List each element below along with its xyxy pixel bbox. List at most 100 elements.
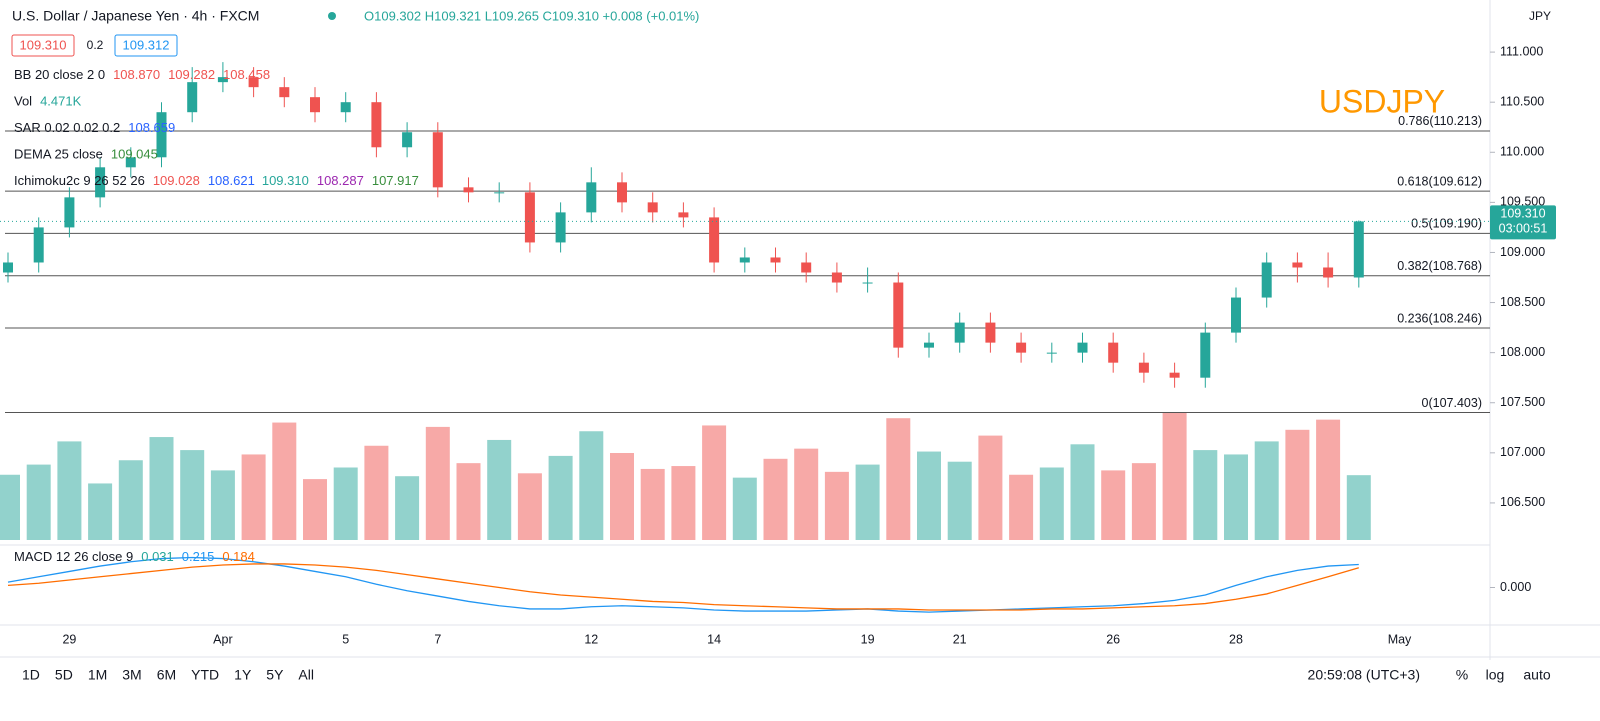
volume-bar bbox=[241, 454, 266, 540]
macd-value: 0.215 bbox=[182, 549, 215, 564]
volume-bar bbox=[456, 463, 481, 540]
ask-box[interactable] bbox=[114, 34, 178, 57]
candle-body bbox=[1169, 372, 1180, 378]
macd-value: 0.031 bbox=[141, 549, 174, 564]
range-button[interactable]: 5Y bbox=[266, 667, 284, 683]
indicator-name: Ichimoku2c 9 26 52 26 bbox=[14, 173, 145, 188]
volume-bar bbox=[794, 448, 819, 540]
x-tick-label: 29 bbox=[62, 632, 76, 646]
candle-body bbox=[33, 227, 44, 263]
x-tick-label: May bbox=[1388, 632, 1412, 646]
indicator-value: 109.028 bbox=[153, 173, 200, 188]
range-button[interactable]: All bbox=[298, 667, 314, 683]
scale-option[interactable]: auto bbox=[1523, 667, 1550, 683]
x-tick-label: 5 bbox=[342, 632, 349, 646]
volume-bar bbox=[702, 425, 727, 540]
scale-option[interactable]: log bbox=[1486, 667, 1505, 683]
y-tick-label: 107.000 bbox=[1500, 445, 1545, 459]
candle-body bbox=[924, 342, 934, 348]
y-tick-label: 107.500 bbox=[1500, 395, 1545, 409]
volume-bar bbox=[1039, 467, 1064, 540]
volume-bar bbox=[886, 418, 911, 540]
volume-bar bbox=[917, 451, 941, 540]
indicator-name: BB 20 close 2 0 bbox=[14, 67, 105, 82]
candle-body bbox=[371, 102, 382, 148]
range-button[interactable]: 1D bbox=[22, 667, 40, 683]
y-tick-label: 110.000 bbox=[1500, 145, 1544, 159]
candle-body bbox=[1231, 297, 1241, 333]
fib-label: 0.236(108.246) bbox=[1397, 311, 1482, 325]
candle-body bbox=[739, 257, 750, 263]
volume-bar bbox=[732, 477, 757, 540]
macd-legend[interactable]: MACD 12 26 close 9 0.031 0.215 0.184 bbox=[14, 549, 255, 564]
indicator-value: 109.282 bbox=[168, 67, 215, 82]
indicator-name: SAR 0.02 0.02 0.2 bbox=[14, 120, 120, 135]
indicator-value: 107.917 bbox=[372, 173, 419, 188]
volume-bar bbox=[1285, 429, 1310, 540]
range-button[interactable]: 5D bbox=[55, 667, 73, 683]
candle-body bbox=[770, 257, 781, 263]
fib-label: 0.786(110.213) bbox=[1398, 114, 1482, 128]
candle-body bbox=[248, 77, 259, 88]
bid[interactable]: 109.310 bbox=[20, 37, 67, 52]
macd-value: 0.184 bbox=[222, 549, 255, 564]
y-tick-label: 109.000 bbox=[1500, 245, 1545, 259]
volume-bar bbox=[671, 466, 696, 540]
scale-option[interactable]: % bbox=[1456, 667, 1468, 683]
indicator-legend[interactable]: SAR 0.02 0.02 0.2 108.659 bbox=[14, 120, 175, 135]
candle-body bbox=[678, 212, 689, 218]
fib-label: 0.5(109.190) bbox=[1411, 217, 1482, 231]
volume-bar bbox=[0, 474, 20, 540]
volume-bar bbox=[824, 471, 849, 540]
x-tick-label: 21 bbox=[953, 632, 967, 646]
indicator-value: 108.287 bbox=[317, 173, 364, 188]
volume-bar bbox=[1070, 444, 1095, 540]
spread: 0.2 bbox=[87, 38, 104, 52]
candle-body bbox=[156, 112, 167, 158]
candle-body bbox=[1138, 362, 1149, 373]
candle-body bbox=[831, 272, 842, 283]
volume-bar bbox=[763, 458, 788, 540]
candle-body bbox=[432, 132, 443, 188]
candle-body bbox=[1046, 352, 1057, 354]
volume-bar bbox=[487, 439, 512, 540]
volume-bar bbox=[517, 473, 542, 540]
volume-bar bbox=[947, 461, 972, 540]
range-button[interactable]: 1M bbox=[88, 667, 107, 683]
candle-body bbox=[95, 167, 106, 198]
range-button[interactable]: 6M bbox=[157, 667, 176, 683]
timezone[interactable]: 20:59:08 (UTC+3) bbox=[1308, 667, 1420, 683]
range-button[interactable]: YTD bbox=[191, 667, 219, 683]
candle-body bbox=[617, 182, 627, 203]
volume-bar bbox=[978, 435, 1003, 540]
ask[interactable]: 109.312 bbox=[123, 37, 170, 52]
volume-bar bbox=[610, 453, 634, 540]
range-button[interactable]: 1Y bbox=[234, 667, 252, 683]
candle-body bbox=[954, 322, 965, 343]
volume-bar bbox=[180, 450, 205, 540]
indicator-legend[interactable]: DEMA 25 close 109.045 bbox=[14, 147, 158, 162]
volume-bar bbox=[1162, 412, 1187, 540]
macd-line bbox=[7, 556, 1359, 613]
indicator-value: 108.870 bbox=[113, 67, 160, 82]
volume-bar bbox=[210, 470, 235, 540]
indicator-legend[interactable]: Ichimoku2c 9 26 52 26 109.028 108.621 109.3… bbox=[14, 173, 419, 188]
candle-body bbox=[310, 97, 320, 113]
candle-body bbox=[64, 197, 75, 228]
ohlc: O109.302 H109.321 L109.265 C109.310 +0.0… bbox=[364, 8, 699, 23]
last-price-tag bbox=[1490, 205, 1556, 240]
volume-bar bbox=[640, 468, 665, 540]
signal-line bbox=[7, 563, 1359, 611]
bid-box[interactable] bbox=[11, 34, 75, 57]
y-tick-label: 111.000 bbox=[1500, 44, 1543, 58]
candle-body bbox=[125, 157, 136, 168]
indicator-legend[interactable]: BB 20 close 2 0 108.870 109.282 108.458 bbox=[14, 67, 270, 82]
candle-body bbox=[1077, 342, 1088, 353]
candle-body bbox=[1353, 221, 1364, 278]
indicator-legend[interactable]: Vol 4.471K bbox=[14, 94, 82, 109]
range-button[interactable]: 3M bbox=[122, 667, 141, 683]
last-price: 109.310 bbox=[1500, 207, 1545, 221]
